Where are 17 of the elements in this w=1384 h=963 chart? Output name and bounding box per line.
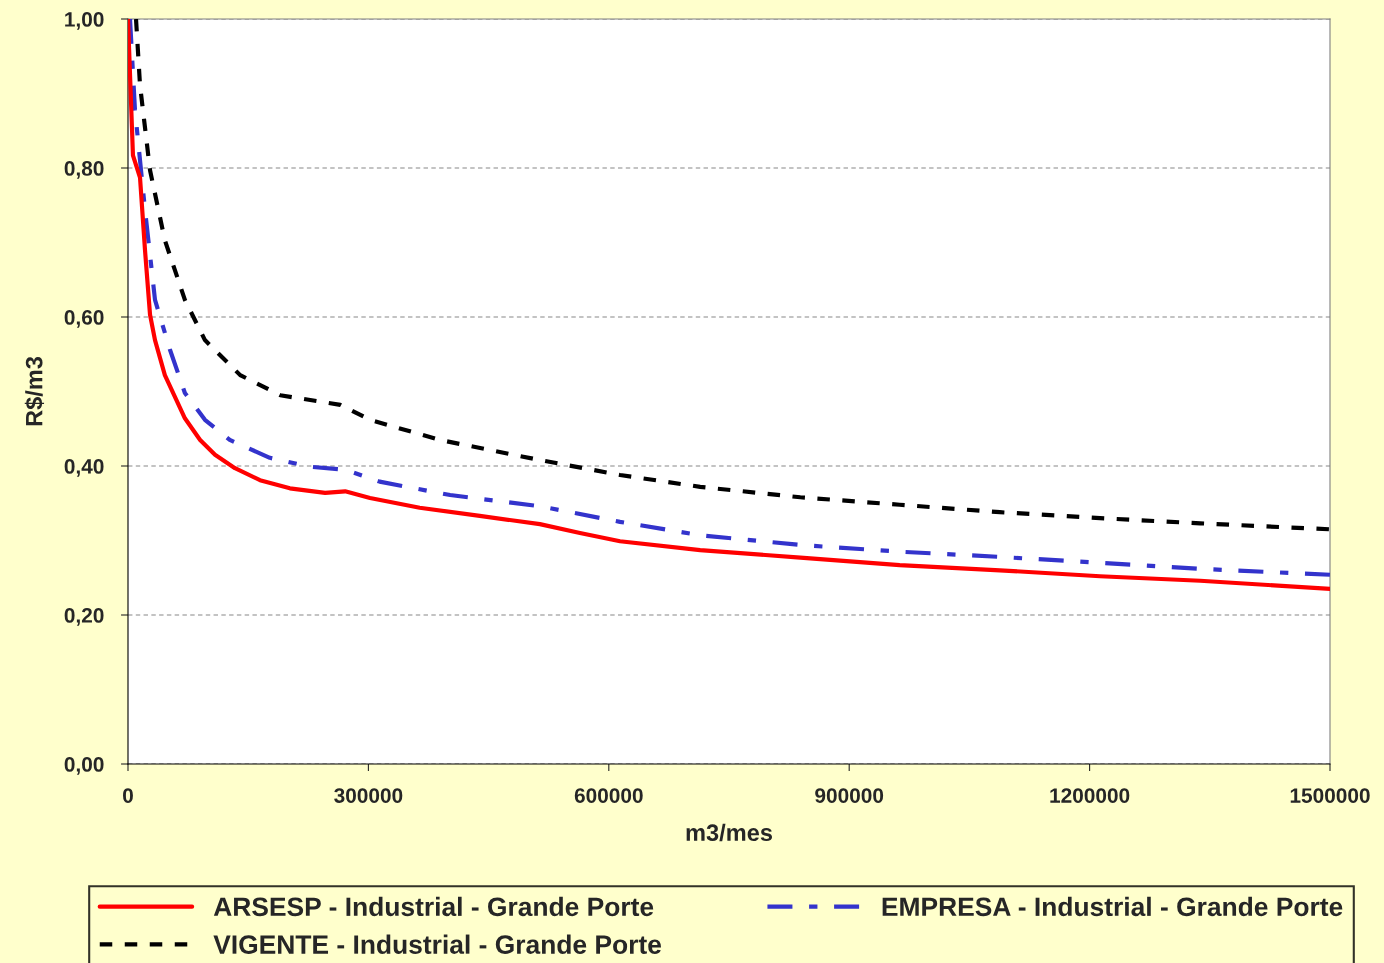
y-tick-label: 0,00: [64, 757, 104, 775]
legend-label: EMPRESA - Industrial - Grande Porte: [882, 896, 1343, 917]
x-tick-label: 1500000: [1290, 788, 1370, 803]
legend-label: VIGENTE - Industrial - Grande Porte: [213, 934, 661, 954]
x-tick-label: 1200000: [1050, 788, 1130, 803]
x-tick-label: 600000: [574, 788, 643, 803]
x-tick-label: 0: [123, 788, 133, 803]
legend-label: ARSESP - Industrial - Grande Porte: [213, 896, 654, 917]
x-axis-title: m3/mes: [686, 823, 772, 842]
x-tick-label: 300000: [334, 788, 403, 803]
y-tick-label: 0,40: [64, 459, 104, 477]
y-tick-label: 0,20: [64, 608, 104, 626]
y-tick-label: 1,00: [65, 12, 104, 30]
y-tick-label: 0,60: [64, 310, 104, 328]
y-axis-title: R$/m3: [24, 356, 45, 426]
y-tick-label: 0,80: [64, 161, 104, 179]
x-tick-label: 900000: [815, 788, 884, 803]
